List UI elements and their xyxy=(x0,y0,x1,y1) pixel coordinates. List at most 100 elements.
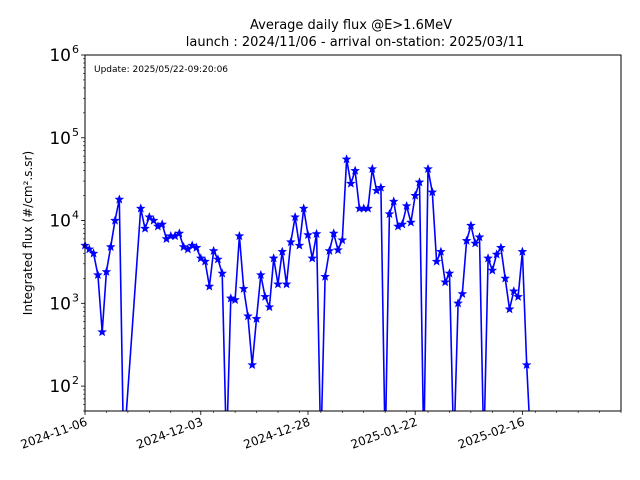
data-point-marker xyxy=(461,235,472,245)
data-point-marker xyxy=(384,208,395,219)
data-point-marker xyxy=(466,220,476,230)
data-point-marker xyxy=(337,235,348,245)
data-point-marker xyxy=(226,293,236,303)
data-point-marker xyxy=(320,271,330,281)
data-point-marker xyxy=(470,238,480,248)
data-point-marker xyxy=(148,215,159,225)
data-point-marker xyxy=(333,245,343,255)
data-point-marker xyxy=(491,249,502,259)
y-tick-label: 10 xyxy=(49,212,71,232)
y-axis-label: Integrated flux (#/cm².s.sr) xyxy=(21,151,35,315)
data-point-marker xyxy=(487,265,498,275)
data-point-marker xyxy=(273,279,283,289)
data-point-marker xyxy=(144,212,155,222)
data-point-marker xyxy=(200,256,210,266)
data-point-marker xyxy=(341,154,352,164)
data-point-marker xyxy=(423,163,433,174)
data-point-marker xyxy=(294,240,305,250)
data-point-marker xyxy=(427,187,438,197)
data-point-marker xyxy=(363,203,373,213)
data-point-marker xyxy=(401,200,412,211)
data-point-marker xyxy=(264,302,275,312)
data-point-marker xyxy=(256,269,266,280)
data-point-marker xyxy=(191,242,202,252)
data-point-marker xyxy=(513,291,523,301)
data-point-marker xyxy=(517,246,528,256)
data-point-marker xyxy=(436,246,446,256)
y-tick-exponent: 6 xyxy=(72,43,79,56)
data-point-marker xyxy=(328,228,339,238)
data-point-marker xyxy=(187,240,197,250)
data-point-marker xyxy=(286,236,296,247)
data-point-marker xyxy=(105,241,116,251)
x-tick-label: 2024-11-06 xyxy=(19,415,89,452)
data-point-marker xyxy=(414,177,425,187)
data-point-marker xyxy=(140,223,150,233)
data-point-marker xyxy=(410,190,420,200)
x-tick-label: 2024-12-03 xyxy=(134,415,204,452)
data-point-marker xyxy=(114,194,125,204)
y-tick-exponent: 4 xyxy=(72,209,79,222)
data-point-marker xyxy=(204,281,215,291)
data-point-marker xyxy=(251,313,262,323)
data-point-marker xyxy=(230,294,240,304)
data-point-marker xyxy=(397,219,408,229)
data-point-marker xyxy=(388,196,399,206)
chart-title-line-1: Average daily flux @E>1.6MeV xyxy=(250,18,452,33)
data-point-marker xyxy=(521,359,532,370)
data-point-marker xyxy=(350,165,360,175)
data-point-marker xyxy=(234,230,245,241)
y-tick-exponent: 3 xyxy=(72,291,79,304)
data-point-marker xyxy=(88,248,99,258)
data-point-marker xyxy=(238,283,249,293)
data-point-marker xyxy=(367,163,378,174)
data-point-marker xyxy=(268,253,279,263)
y-tick-exponent: 2 xyxy=(72,374,79,387)
data-point-marker xyxy=(457,288,468,298)
data-series-flux xyxy=(80,154,532,411)
data-point-marker xyxy=(157,219,167,229)
data-point-marker xyxy=(444,268,455,278)
data-point-marker xyxy=(97,326,107,337)
data-point-marker xyxy=(431,256,442,266)
data-point-marker xyxy=(208,245,219,255)
x-tick-label: 2025-02-16 xyxy=(456,415,526,452)
plot-border xyxy=(84,54,622,412)
data-point-marker xyxy=(84,244,95,254)
data-point-marker xyxy=(178,241,189,251)
data-point-marker xyxy=(453,298,463,308)
update-annotation: Update: 2025/05/22-09:20:06 xyxy=(94,65,228,75)
data-point-marker xyxy=(281,279,292,289)
data-point-marker xyxy=(500,273,511,283)
data-point-marker xyxy=(298,203,309,213)
y-tick-label: 10 xyxy=(49,377,71,397)
data-point-marker xyxy=(307,253,318,263)
data-point-marker xyxy=(101,266,112,276)
data-point-marker xyxy=(174,228,185,238)
data-point-marker xyxy=(135,203,146,213)
data-point-marker xyxy=(483,253,493,263)
y-tick-label: 10 xyxy=(49,129,71,149)
data-point-marker xyxy=(93,269,103,280)
y-tick-label: 10 xyxy=(49,294,71,314)
data-point-marker xyxy=(509,286,519,296)
y-tick-exponent: 5 xyxy=(72,126,79,139)
y-tick-label: 10 xyxy=(49,46,71,66)
data-point-marker xyxy=(440,277,450,287)
data-point-marker xyxy=(376,182,386,192)
data-point-marker xyxy=(474,232,485,242)
data-point-marker xyxy=(504,304,515,314)
chart-title-line-2: launch : 2024/11/06 - arrival on-station… xyxy=(186,35,524,50)
data-point-marker xyxy=(311,228,322,238)
data-point-marker xyxy=(247,359,258,370)
x-tick-label: 2025-01-22 xyxy=(349,415,419,452)
data-point-marker xyxy=(496,242,506,252)
data-point-marker xyxy=(277,246,288,256)
data-point-marker xyxy=(217,268,228,278)
data-point-marker xyxy=(406,217,416,227)
data-point-marker xyxy=(243,311,253,321)
data-point-marker xyxy=(110,215,120,225)
data-point-marker xyxy=(290,212,300,222)
data-point-marker xyxy=(213,254,223,264)
